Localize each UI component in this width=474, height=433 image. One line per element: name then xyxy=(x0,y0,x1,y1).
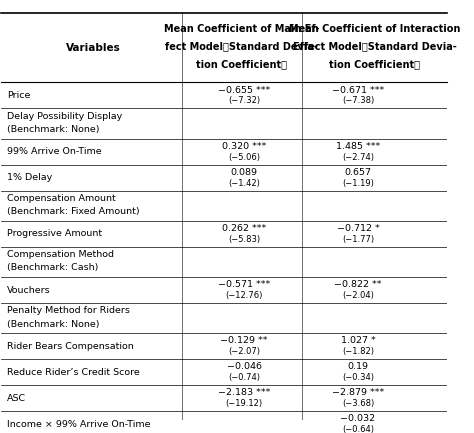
Text: −0.822 **: −0.822 ** xyxy=(334,280,382,289)
Text: −0.712 *: −0.712 * xyxy=(337,224,379,233)
Text: (−7.38): (−7.38) xyxy=(342,97,374,106)
Text: 0.19: 0.19 xyxy=(347,362,368,372)
Text: Reduce Rider’s Credit Score: Reduce Rider’s Credit Score xyxy=(8,368,140,377)
Text: −2.879 ***: −2.879 *** xyxy=(332,388,384,397)
Text: −0.571 ***: −0.571 *** xyxy=(218,280,270,289)
Text: 0.657: 0.657 xyxy=(345,168,372,177)
Text: fect Model（Standard Devia-: fect Model（Standard Devia- xyxy=(165,42,319,52)
Text: Mean Coefficient of Main Ef-: Mean Coefficient of Main Ef- xyxy=(164,24,319,34)
Text: −2.183 ***: −2.183 *** xyxy=(218,388,270,397)
Text: (−1.82): (−1.82) xyxy=(342,347,374,356)
Text: Mean Coefficient of Interaction: Mean Coefficient of Interaction xyxy=(289,24,460,34)
Text: −0.032: −0.032 xyxy=(340,414,375,423)
Text: Delay Possibility Display: Delay Possibility Display xyxy=(8,112,123,120)
Text: 0.320 ***: 0.320 *** xyxy=(222,142,266,151)
Text: (Benchmark: Fixed Amount): (Benchmark: Fixed Amount) xyxy=(8,207,140,216)
Text: (−0.74): (−0.74) xyxy=(228,373,260,382)
Text: Variables: Variables xyxy=(66,43,121,53)
Text: (−1.42): (−1.42) xyxy=(228,179,260,187)
Text: −0.129 **: −0.129 ** xyxy=(220,336,268,346)
Text: (−0.64): (−0.64) xyxy=(342,425,374,433)
Text: (−2.74): (−2.74) xyxy=(342,153,374,162)
Text: 99% Arrive On-Time: 99% Arrive On-Time xyxy=(8,147,102,156)
Text: (Benchmark: None): (Benchmark: None) xyxy=(8,125,100,134)
Text: Progressive Amount: Progressive Amount xyxy=(8,229,102,239)
Text: Vouchers: Vouchers xyxy=(8,286,51,294)
Text: 1% Delay: 1% Delay xyxy=(8,173,53,182)
Text: (−2.04): (−2.04) xyxy=(342,291,374,300)
Text: Price: Price xyxy=(8,91,31,100)
Text: (Benchmark: Cash): (Benchmark: Cash) xyxy=(8,263,99,272)
Text: 1.485 ***: 1.485 *** xyxy=(336,142,380,151)
Text: −0.046: −0.046 xyxy=(227,362,262,372)
Text: tion Coefficient）: tion Coefficient） xyxy=(196,59,287,69)
Text: Compensation Method: Compensation Method xyxy=(8,250,114,259)
Text: Compensation Amount: Compensation Amount xyxy=(8,194,116,203)
Text: Rider Bears Compensation: Rider Bears Compensation xyxy=(8,342,134,351)
Text: −0.671 ***: −0.671 *** xyxy=(332,86,384,94)
Text: (−5.06): (−5.06) xyxy=(228,153,260,162)
Text: 0.089: 0.089 xyxy=(231,168,257,177)
Text: 1.027 *: 1.027 * xyxy=(341,336,375,346)
Text: ASC: ASC xyxy=(8,394,27,403)
Text: (−0.34): (−0.34) xyxy=(342,373,374,382)
Text: (−3.68): (−3.68) xyxy=(342,399,374,408)
Text: (−1.77): (−1.77) xyxy=(342,235,374,244)
Text: Penalty Method for Riders: Penalty Method for Riders xyxy=(8,306,130,315)
Text: (−5.83): (−5.83) xyxy=(228,235,260,244)
Text: (−2.07): (−2.07) xyxy=(228,347,260,356)
Text: (−12.76): (−12.76) xyxy=(226,291,263,300)
Text: Income × 99% Arrive On-Time: Income × 99% Arrive On-Time xyxy=(8,420,151,429)
Text: tion Coefficient）: tion Coefficient） xyxy=(329,59,420,69)
Text: (Benchmark: None): (Benchmark: None) xyxy=(8,320,100,329)
Text: Effect Model（Standard Devia-: Effect Model（Standard Devia- xyxy=(293,42,456,52)
Text: (−7.32): (−7.32) xyxy=(228,97,260,106)
Text: −0.655 ***: −0.655 *** xyxy=(218,86,270,94)
Text: (−1.19): (−1.19) xyxy=(342,179,374,187)
Text: (−19.12): (−19.12) xyxy=(226,399,263,408)
Text: 0.262 ***: 0.262 *** xyxy=(222,224,266,233)
